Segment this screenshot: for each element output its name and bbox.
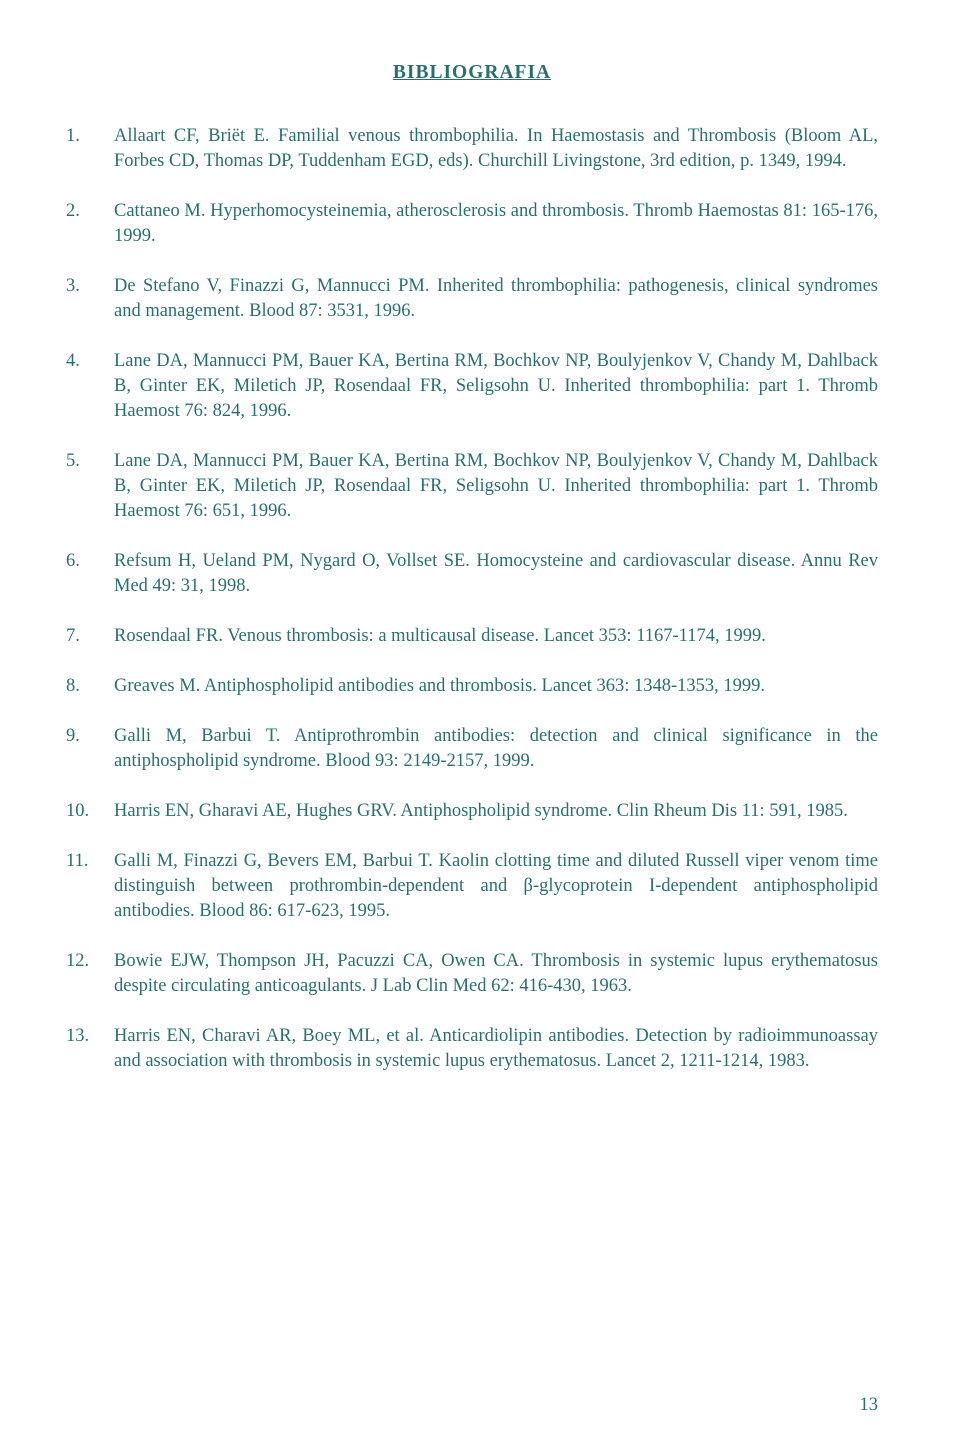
reference-text: Refsum H, Ueland PM, Nygard O, Vollset S… <box>114 549 878 599</box>
reference-number: 7. <box>66 624 114 649</box>
reference-text: Galli M, Finazzi G, Bevers EM, Barbui T.… <box>114 849 878 924</box>
page-title: BIBLIOGRAFIA <box>66 60 878 86</box>
reference-item: 11.Galli M, Finazzi G, Bevers EM, Barbui… <box>66 849 878 924</box>
reference-number: 11. <box>66 849 114 924</box>
reference-item: 9.Galli M, Barbui T. Antiprothrombin ant… <box>66 724 878 774</box>
reference-item: 5.Lane DA, Mannucci PM, Bauer KA, Bertin… <box>66 449 878 524</box>
reference-item: 10.Harris EN, Gharavi AE, Hughes GRV. An… <box>66 799 878 824</box>
reference-text: Rosendaal FR. Venous thrombosis: a multi… <box>114 624 878 649</box>
reference-text: Harris EN, Charavi AR, Boey ML, et al. A… <box>114 1024 878 1074</box>
reference-item: 7.Rosendaal FR. Venous thrombosis: a mul… <box>66 624 878 649</box>
reference-number: 10. <box>66 799 114 824</box>
reference-item: 4.Lane DA, Mannucci PM, Bauer KA, Bertin… <box>66 349 878 424</box>
reference-item: 2.Cattaneo M. Hyperhomocysteinemia, athe… <box>66 199 878 249</box>
reference-item: 6.Refsum H, Ueland PM, Nygard O, Vollset… <box>66 549 878 599</box>
reference-number: 4. <box>66 349 114 424</box>
page-number: 13 <box>860 1393 879 1418</box>
bibliography-list: 1.Allaart CF, Briët E. Familial venous t… <box>66 124 878 1073</box>
reference-number: 9. <box>66 724 114 774</box>
reference-text: Allaart CF, Briët E. Familial venous thr… <box>114 124 878 174</box>
reference-number: 1. <box>66 124 114 174</box>
reference-text: Greaves M. Antiphospholipid antibodies a… <box>114 674 878 699</box>
reference-item: 12.Bowie EJW, Thompson JH, Pacuzzi CA, O… <box>66 949 878 999</box>
reference-text: Harris EN, Gharavi AE, Hughes GRV. Antip… <box>114 799 878 824</box>
reference-text: Cattaneo M. Hyperhomocysteinemia, athero… <box>114 199 878 249</box>
reference-text: Lane DA, Mannucci PM, Bauer KA, Bertina … <box>114 449 878 524</box>
reference-number: 13. <box>66 1024 114 1074</box>
reference-number: 8. <box>66 674 114 699</box>
reference-item: 13.Harris EN, Charavi AR, Boey ML, et al… <box>66 1024 878 1074</box>
reference-number: 2. <box>66 199 114 249</box>
reference-item: 8.Greaves M. Antiphospholipid antibodies… <box>66 674 878 699</box>
reference-text: Bowie EJW, Thompson JH, Pacuzzi CA, Owen… <box>114 949 878 999</box>
reference-number: 3. <box>66 274 114 324</box>
reference-number: 5. <box>66 449 114 524</box>
reference-text: Lane DA, Mannucci PM, Bauer KA, Bertina … <box>114 349 878 424</box>
reference-text: Galli M, Barbui T. Antiprothrombin antib… <box>114 724 878 774</box>
reference-item: 3.De Stefano V, Finazzi G, Mannucci PM. … <box>66 274 878 324</box>
reference-item: 1.Allaart CF, Briët E. Familial venous t… <box>66 124 878 174</box>
reference-number: 12. <box>66 949 114 999</box>
reference-text: De Stefano V, Finazzi G, Mannucci PM. In… <box>114 274 878 324</box>
reference-number: 6. <box>66 549 114 599</box>
